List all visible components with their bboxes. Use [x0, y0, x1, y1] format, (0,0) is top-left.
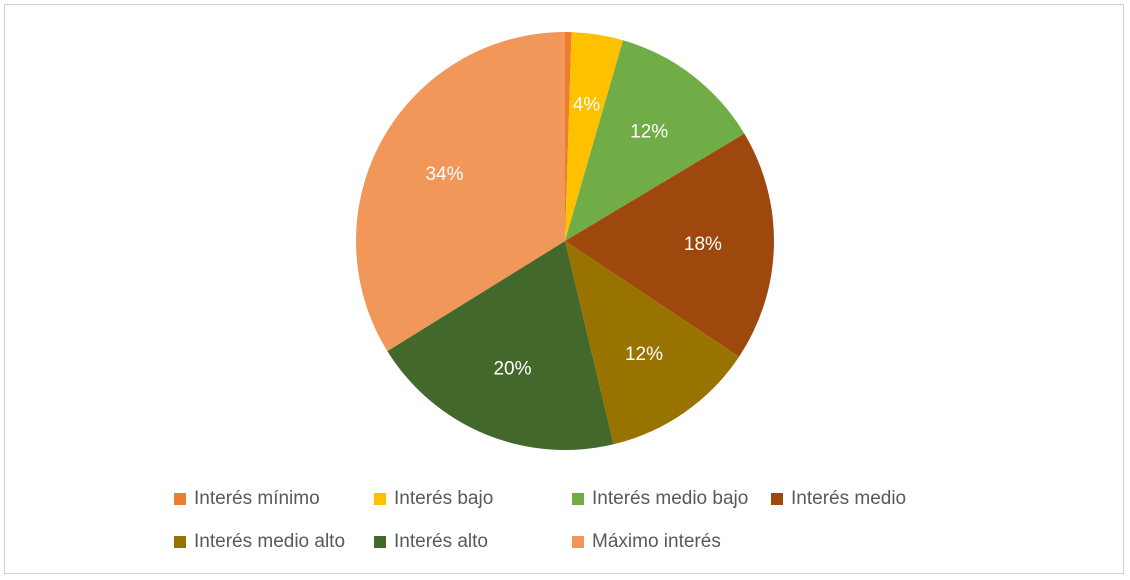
slice-data-label: 12%: [625, 344, 663, 365]
pie-slice-2: [565, 40, 745, 241]
legend-item-interes-medio-alto: Interés medio alto: [174, 527, 345, 557]
legend-swatch: [572, 536, 584, 548]
slice-data-label: 18%: [684, 234, 722, 255]
pie-slice-5: [387, 241, 614, 450]
slice-data-label: 12%: [630, 122, 668, 143]
legend-swatch: [374, 493, 386, 505]
legend-label: Interés alto: [394, 531, 488, 552]
pie-slice-4: [565, 241, 740, 445]
legend-label: Interés mínimo: [194, 488, 320, 509]
legend-item-maximo-interes: Máximo interés: [572, 527, 721, 557]
legend-item-interes-medio-bajo: Interés medio bajo: [572, 484, 748, 514]
slice-data-label: 34%: [425, 164, 463, 185]
legend-swatch: [174, 536, 186, 548]
legend-item-interes-alto: Interés alto: [374, 527, 488, 557]
pie-slice-6: [356, 32, 565, 352]
legend-item-interes-medio: Interés medio: [771, 484, 906, 514]
legend-swatch: [174, 493, 186, 505]
legend-item-interes-minimo: Interés mínimo: [174, 484, 320, 514]
legend-item-interes-bajo: Interés bajo: [374, 484, 493, 514]
pie-slice-1: [565, 32, 624, 241]
legend-label: Interés bajo: [394, 488, 494, 509]
legend-label: Máximo interés: [592, 531, 721, 552]
legend-swatch: [374, 536, 386, 548]
pie-slice-0: [565, 32, 572, 241]
slice-data-label: 20%: [493, 359, 531, 380]
slice-data-label: 4%: [573, 95, 601, 116]
legend-label: Interés medio bajo: [592, 488, 749, 509]
legend-swatch: [572, 493, 584, 505]
legend-swatch: [771, 493, 783, 505]
legend-label: Interés medio: [791, 488, 907, 509]
legend-label: Interés medio alto: [194, 531, 346, 552]
pie-slice-3: [565, 133, 774, 357]
